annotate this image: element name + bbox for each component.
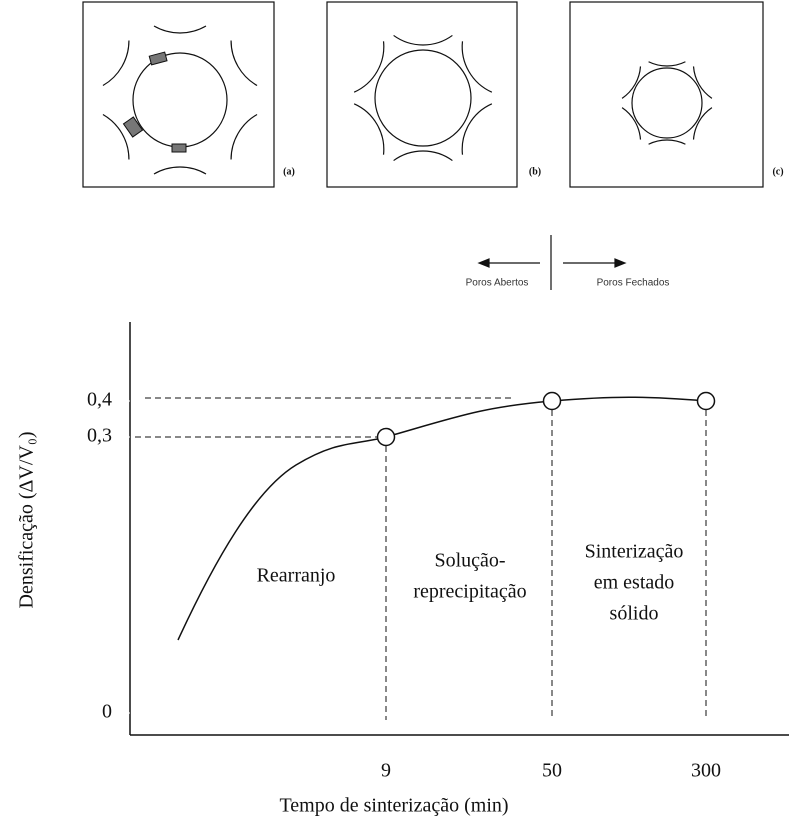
grain-arc <box>230 113 258 160</box>
point <box>376 427 396 447</box>
y-tick-label: 0 <box>102 701 112 723</box>
grain-arc <box>461 41 493 93</box>
y-tick-label: 0,3 <box>87 425 112 447</box>
grain-arc <box>353 41 385 93</box>
arrow-head <box>477 258 490 268</box>
stage-label: sólido <box>610 603 659 625</box>
arrow-head <box>614 258 627 268</box>
panel-label: (a) <box>283 166 295 177</box>
grain-arc <box>621 66 642 99</box>
grain <box>631 67 703 139</box>
x-tick-label: 50 <box>542 760 562 782</box>
x-tick-label: 9 <box>381 760 391 782</box>
grain <box>132 52 228 148</box>
point <box>542 391 562 411</box>
stage-label: Rearranjo <box>257 565 336 587</box>
grain-arc <box>692 66 713 99</box>
neck <box>148 51 168 66</box>
stage-label: Solução- <box>434 550 505 572</box>
point <box>696 391 716 411</box>
neck <box>171 143 187 153</box>
grain-arc <box>153 25 207 34</box>
grain-arc <box>461 103 493 155</box>
grain-arc <box>102 40 130 87</box>
grain-arc <box>153 166 207 175</box>
grain-arc <box>102 113 130 160</box>
grain-arc <box>692 107 713 140</box>
grain <box>374 49 472 147</box>
panel-box <box>82 1 275 188</box>
x-axis-label: Tempo de sinterização (min) <box>279 795 508 817</box>
neck <box>122 116 144 138</box>
panel-label: (b) <box>529 166 541 177</box>
stage-label: Sinterização <box>585 541 684 563</box>
stage-label: reprecipitação <box>413 581 526 603</box>
x-tick-label: 300 <box>691 760 721 782</box>
panel-box <box>326 1 518 188</box>
grain-arc <box>393 150 453 162</box>
y-tick-label: 0,4 <box>87 389 112 411</box>
grain-arc <box>621 107 642 140</box>
panel-box <box>569 1 764 188</box>
pores-closed: Poros Fechados <box>597 278 670 289</box>
y-axis-label: Densificação (ΔV/V₀) <box>16 432 38 609</box>
grain-arc <box>353 103 385 155</box>
grain-arc <box>648 139 686 145</box>
stage-label: em estado <box>594 572 675 594</box>
pores-open: Poros Abertos <box>466 278 529 289</box>
grain-arc <box>230 40 258 87</box>
grain-arc <box>393 34 453 46</box>
panel-label: (c) <box>772 166 783 177</box>
grain-arc <box>648 61 686 67</box>
